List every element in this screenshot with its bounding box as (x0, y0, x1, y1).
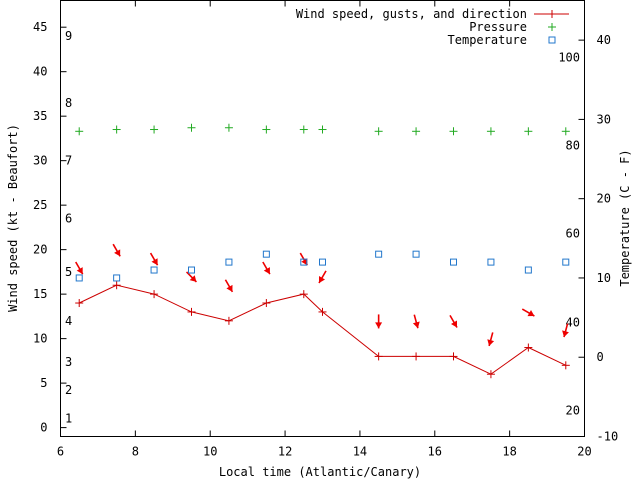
y-tick-label: 10 (33, 332, 47, 346)
fahrenheit-label: 60 (566, 227, 580, 241)
y2-tick-label: -10 (597, 430, 619, 444)
fahrenheit-label: 40 (566, 315, 580, 329)
legend-label-wind: Wind speed, gusts, and direction (296, 7, 527, 21)
temperature-point (225, 258, 233, 266)
wind-direction-arrowhead (301, 258, 308, 266)
temperature-point (412, 250, 420, 258)
y-tick-label: 25 (33, 198, 47, 212)
legend-label-temperature: Temperature (448, 33, 527, 47)
fahrenheit-label: 80 (566, 139, 580, 153)
wind-direction-arrowhead (76, 267, 83, 275)
wind-direction-arrowhead (151, 258, 158, 266)
y-tick-label: 45 (33, 20, 47, 34)
wind-direction-arrowhead (412, 321, 420, 329)
wind-direction-arrowhead (114, 249, 121, 257)
y2-axis-label: Temperature (C - F) (618, 149, 632, 286)
temperature-point (524, 266, 532, 274)
axis-ticks (60, 0, 585, 437)
temperature-point (300, 258, 308, 266)
fahrenheit-label: 20 (566, 403, 580, 417)
y-tick-label: 30 (33, 154, 47, 168)
axis-tick-labels: 6 8 10 12 14 16 18 20051015202530354045-1001020… (33, 20, 618, 458)
beaufort-label: 9 (65, 29, 72, 43)
temperature-point (113, 274, 121, 282)
beaufort-label: 7 (65, 154, 72, 168)
temperature-point (562, 258, 570, 266)
x-tick-label: 10 (203, 445, 217, 459)
legend: Wind speed, gusts, and direction Pressur… (296, 7, 569, 47)
y-tick-label: 40 (33, 65, 47, 79)
x-tick-label: 6 (57, 445, 64, 459)
fahrenheit-label: 100 (558, 51, 580, 65)
beaufort-label: 6 (65, 212, 72, 226)
y2-tick-label: 10 (597, 271, 611, 285)
temperature-point (262, 250, 270, 258)
x-tick-label: 16 (428, 445, 442, 459)
beaufort-label: 2 (65, 383, 72, 397)
x-tick-label: 8 (132, 445, 139, 459)
secondary-scale-labels: 1 2 3 4 5 6 7 8 9 20 40 60 80 100 (65, 29, 580, 426)
y2-tick-label: 20 (597, 192, 611, 206)
temperature-point (188, 266, 195, 274)
x-axis-label: Local time (Atlantic/Canary) (219, 465, 421, 479)
wind-direction-arrowhead (189, 275, 197, 282)
wind-speed-line (78, 284, 567, 375)
wind-direction-arrowhead (527, 310, 535, 317)
temperature-point (375, 250, 383, 258)
temperature-point (150, 266, 158, 274)
x-tick-label: 12 (278, 445, 292, 459)
wind-direction-arrowhead (451, 320, 457, 328)
legend-label-pressure: Pressure (469, 20, 527, 34)
data-marks (75, 123, 570, 379)
y-tick-label: 0 (40, 421, 47, 435)
x-tick-label: 14 (353, 445, 367, 459)
y2-tick-label: 40 (597, 33, 611, 47)
wind-direction-arrowhead (226, 284, 233, 292)
wind-direction-arrowhead (263, 267, 270, 275)
y2-tick-label: 0 (597, 350, 604, 364)
beaufort-label: 4 (65, 314, 72, 328)
wind-direction-arrowhead (562, 330, 569, 338)
beaufort-label: 8 (65, 96, 72, 110)
legend-mark-temperature (548, 36, 556, 44)
y-tick-label: 20 (33, 243, 47, 257)
y-axis-label: Wind speed (kt - Beaufort) (6, 124, 20, 312)
temperature-point (487, 258, 495, 266)
temperature-point (319, 258, 326, 266)
beaufort-label: 5 (65, 265, 72, 279)
temperature-point (450, 258, 457, 266)
y2-tick-label: 30 (597, 112, 611, 126)
wind-direction-arrowhead (375, 322, 383, 329)
x-tick-label: 20 (577, 445, 591, 459)
plot-frame (60, 0, 585, 437)
x-tick-label: 18 (502, 445, 516, 459)
y-tick-label: 5 (40, 376, 47, 390)
wind-direction-arrowhead (487, 339, 495, 346)
beaufort-label: 3 (65, 355, 72, 369)
y-tick-label: 35 (33, 109, 47, 123)
temperature-point (75, 274, 83, 282)
y-tick-label: 15 (33, 287, 47, 301)
beaufort-label: 1 (65, 412, 72, 426)
wind-direction-arrowhead (319, 276, 325, 283)
